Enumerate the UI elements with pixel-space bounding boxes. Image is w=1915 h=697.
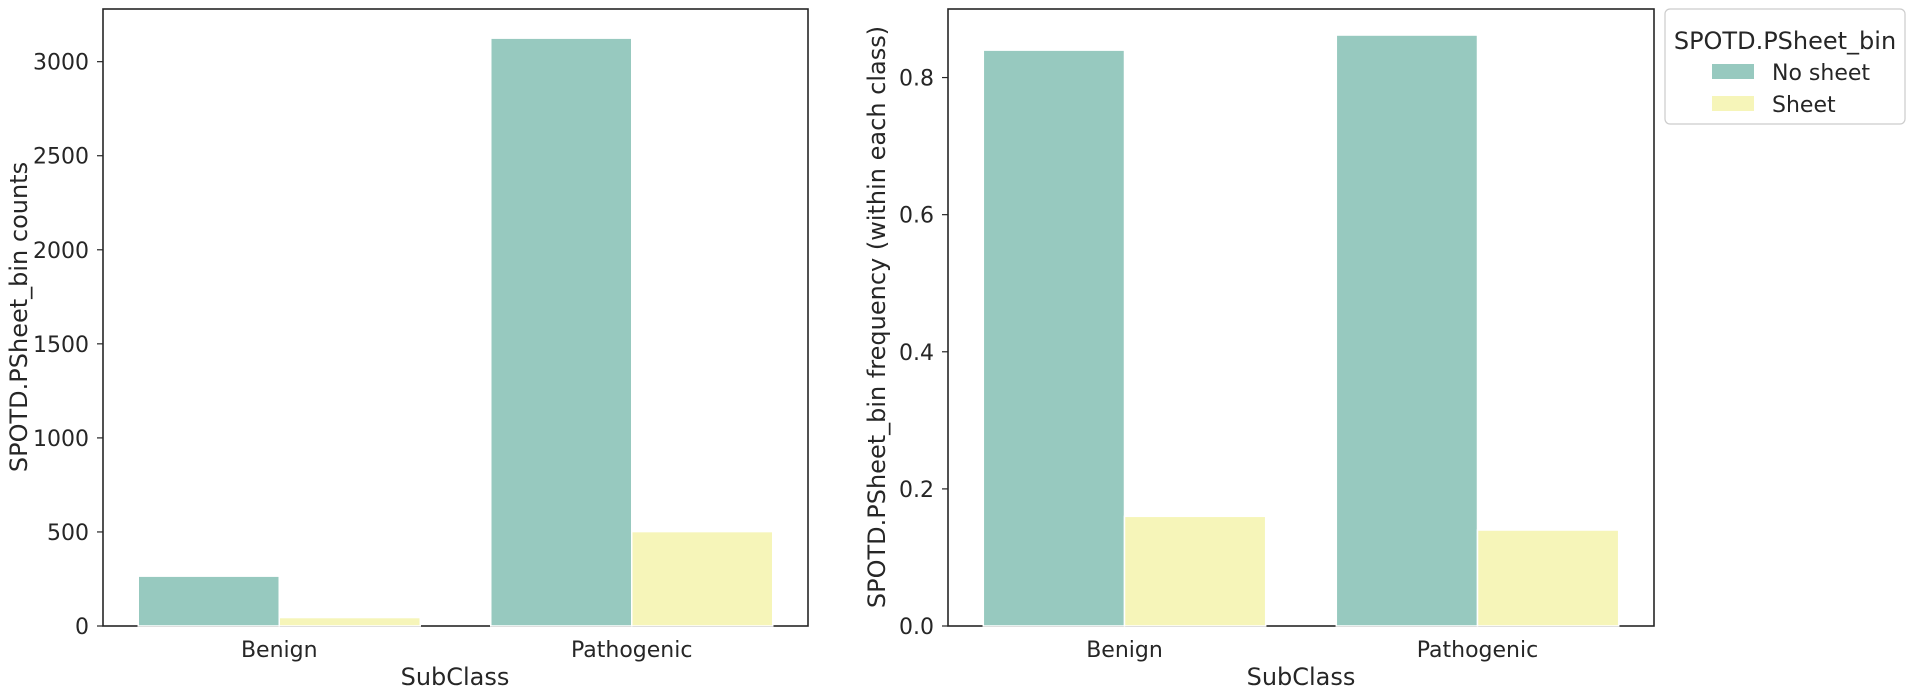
frequency-x-tick-label-benign: Benign — [1086, 638, 1163, 663]
frequency-bars — [982, 34, 1620, 627]
counts-y-ticks: 0 500 1000 1500 2000 2500 3000 — [33, 51, 103, 640]
counts-x-axis-label: SubClass — [401, 663, 510, 691]
counts-chart-panel: 0 500 1000 1500 2000 2500 3000 Benign Pathogeni… — [5, 8, 809, 691]
legend-label-sheet: Sheet — [1772, 93, 1836, 118]
frequency-y-tick-label: 0.2 — [899, 478, 934, 503]
legend-swatch-sheet — [1712, 96, 1754, 111]
legend: SPOTD.PSheet_bin No sheet Sheet — [1664, 8, 1906, 125]
frequency-x-tick-label-pathogenic: Pathogenic — [1417, 638, 1538, 663]
frequency-chart-panel: 0.0 0.2 0.4 0.6 0.8 Benign Pathogenic SubClas… — [863, 8, 1655, 691]
counts-bars — [137, 37, 774, 627]
counts-chart-frame — [102, 8, 809, 627]
frequency-bar-pathogenic-sheet — [1476, 529, 1620, 627]
counts-y-tick-label: 2500 — [33, 145, 89, 170]
legend-label-no-sheet: No sheet — [1772, 61, 1870, 86]
counts-bar-benign-no-sheet — [137, 575, 280, 627]
frequency-bar-benign-sheet — [1123, 515, 1267, 627]
frequency-y-tick-label: 0.6 — [899, 204, 934, 229]
counts-y-axis-label: SPOTD.PSheet_bin counts — [5, 162, 33, 472]
frequency-y-axis-label: SPOTD.PSheet_bin frequency (within each … — [863, 26, 891, 608]
counts-y-tick-label: 1500 — [33, 333, 89, 358]
frequency-y-tick-label: 0.8 — [899, 67, 934, 92]
frequency-y-tick-label: 0.0 — [899, 615, 934, 640]
legend-title: SPOTD.PSheet_bin — [1674, 27, 1896, 55]
frequency-chart-frame — [947, 8, 1655, 627]
frequency-bar-benign-no-sheet — [982, 49, 1126, 627]
frequency-bar-pathogenic-no-sheet — [1335, 34, 1479, 627]
counts-y-tick-label: 500 — [47, 521, 89, 546]
counts-bar-benign-sheet — [278, 616, 421, 627]
legend-swatch-no-sheet — [1712, 64, 1754, 79]
counts-bar-pathogenic-sheet — [631, 530, 774, 627]
frequency-x-axis-label: SubClass — [1247, 663, 1356, 691]
counts-x-tick-label-pathogenic: Pathogenic — [571, 638, 692, 663]
counts-y-tick-label: 1000 — [33, 427, 89, 452]
frequency-x-ticks: Benign Pathogenic — [1086, 638, 1538, 663]
frequency-y-ticks: 0.0 0.2 0.4 0.6 0.8 — [899, 67, 948, 640]
counts-x-ticks: Benign Pathogenic — [241, 638, 693, 663]
counts-x-tick-label-benign: Benign — [241, 638, 318, 663]
frequency-y-tick-label: 0.4 — [899, 341, 934, 366]
counts-y-tick-label: 3000 — [33, 51, 89, 76]
counts-y-tick-label: 0 — [75, 615, 89, 640]
counts-y-tick-label: 2000 — [33, 239, 89, 264]
counts-bar-pathogenic-no-sheet — [490, 37, 633, 627]
legend-frame — [1664, 8, 1906, 125]
